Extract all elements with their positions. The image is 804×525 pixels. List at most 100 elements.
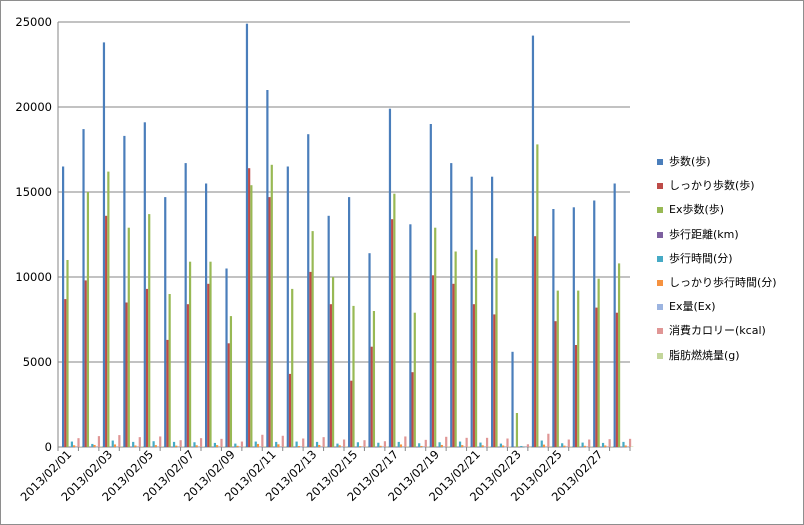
bar	[100, 446, 103, 447]
bar	[197, 446, 200, 448]
bar	[352, 305, 355, 447]
bar	[93, 444, 96, 447]
bar	[493, 314, 496, 447]
legend-swatch	[657, 352, 663, 359]
bar	[84, 280, 87, 447]
bar	[270, 164, 273, 448]
bar	[73, 445, 76, 447]
y-tick-label: 25000	[15, 15, 52, 29]
bar	[585, 446, 589, 448]
bar	[311, 231, 314, 447]
bar	[216, 445, 219, 447]
y-tick-label: 15000	[15, 185, 52, 199]
bar	[279, 446, 282, 448]
y-tick-label: 0	[45, 440, 52, 454]
bar	[304, 446, 307, 448]
bar	[442, 446, 446, 448]
bar	[363, 440, 366, 447]
bar	[391, 219, 394, 447]
bar	[213, 442, 216, 447]
bar	[331, 277, 335, 447]
bar	[125, 302, 128, 447]
bar	[318, 444, 321, 447]
bar	[415, 446, 419, 448]
bar	[281, 435, 284, 447]
bar	[95, 446, 98, 448]
bar	[538, 446, 541, 448]
bar	[474, 249, 478, 447]
legend-label: 歩行時間(分)	[669, 251, 733, 265]
bar	[426, 446, 430, 448]
bar	[320, 446, 323, 448]
bar	[436, 446, 439, 448]
bar	[148, 214, 151, 447]
bar	[161, 446, 164, 447]
bar	[372, 311, 376, 447]
bar	[245, 23, 249, 447]
bar	[86, 192, 90, 447]
bar	[561, 443, 564, 447]
legend-swatch	[657, 207, 663, 214]
bar	[288, 373, 292, 447]
bar	[238, 446, 241, 448]
bar	[574, 345, 578, 447]
bar	[545, 446, 548, 448]
legend-swatch	[657, 231, 663, 238]
bar	[597, 278, 600, 447]
legend-swatch	[657, 304, 663, 311]
bar	[164, 197, 167, 447]
bar	[70, 441, 73, 447]
legend-label: Ex量(Ex)	[669, 300, 716, 314]
bar	[309, 271, 312, 447]
bar	[413, 312, 416, 447]
bar	[406, 446, 409, 447]
bar	[202, 446, 205, 447]
bar	[386, 446, 389, 448]
bar	[565, 446, 568, 448]
bar	[420, 445, 423, 447]
bar	[465, 437, 468, 447]
bar	[377, 442, 380, 447]
legend-item: しっかり歩数(歩)	[657, 174, 802, 198]
bar	[211, 446, 214, 448]
bar	[315, 441, 319, 447]
bar	[225, 268, 228, 447]
legend-label: しっかり歩行時間(分)	[669, 275, 777, 289]
bar	[199, 438, 203, 447]
bar	[234, 443, 237, 447]
bar	[434, 227, 437, 447]
bar	[497, 446, 500, 448]
bar	[472, 304, 475, 447]
bar	[536, 144, 539, 447]
bar	[152, 441, 155, 447]
bar	[159, 436, 162, 447]
bar	[243, 446, 246, 448]
bar	[518, 446, 521, 448]
bar	[113, 444, 117, 447]
bar	[232, 446, 235, 448]
bar	[105, 215, 108, 447]
bar	[485, 437, 489, 447]
bar	[250, 185, 253, 447]
y-tick-label: 20000	[15, 100, 52, 114]
bar	[495, 258, 498, 447]
bar	[348, 197, 351, 447]
legend-item: しっかり歩行時間(分)	[657, 271, 802, 295]
bar	[524, 446, 527, 448]
bar	[68, 446, 71, 448]
bar	[483, 446, 486, 448]
bar	[322, 437, 325, 447]
bar	[572, 207, 575, 447]
bar	[440, 444, 443, 447]
bar	[556, 290, 559, 447]
bar	[590, 446, 593, 448]
bar	[502, 445, 505, 447]
bar	[342, 439, 346, 447]
bar	[184, 163, 187, 447]
bar	[261, 434, 264, 447]
bar	[268, 197, 271, 447]
bar	[549, 446, 552, 447]
bar	[540, 440, 543, 447]
bar	[138, 437, 141, 447]
